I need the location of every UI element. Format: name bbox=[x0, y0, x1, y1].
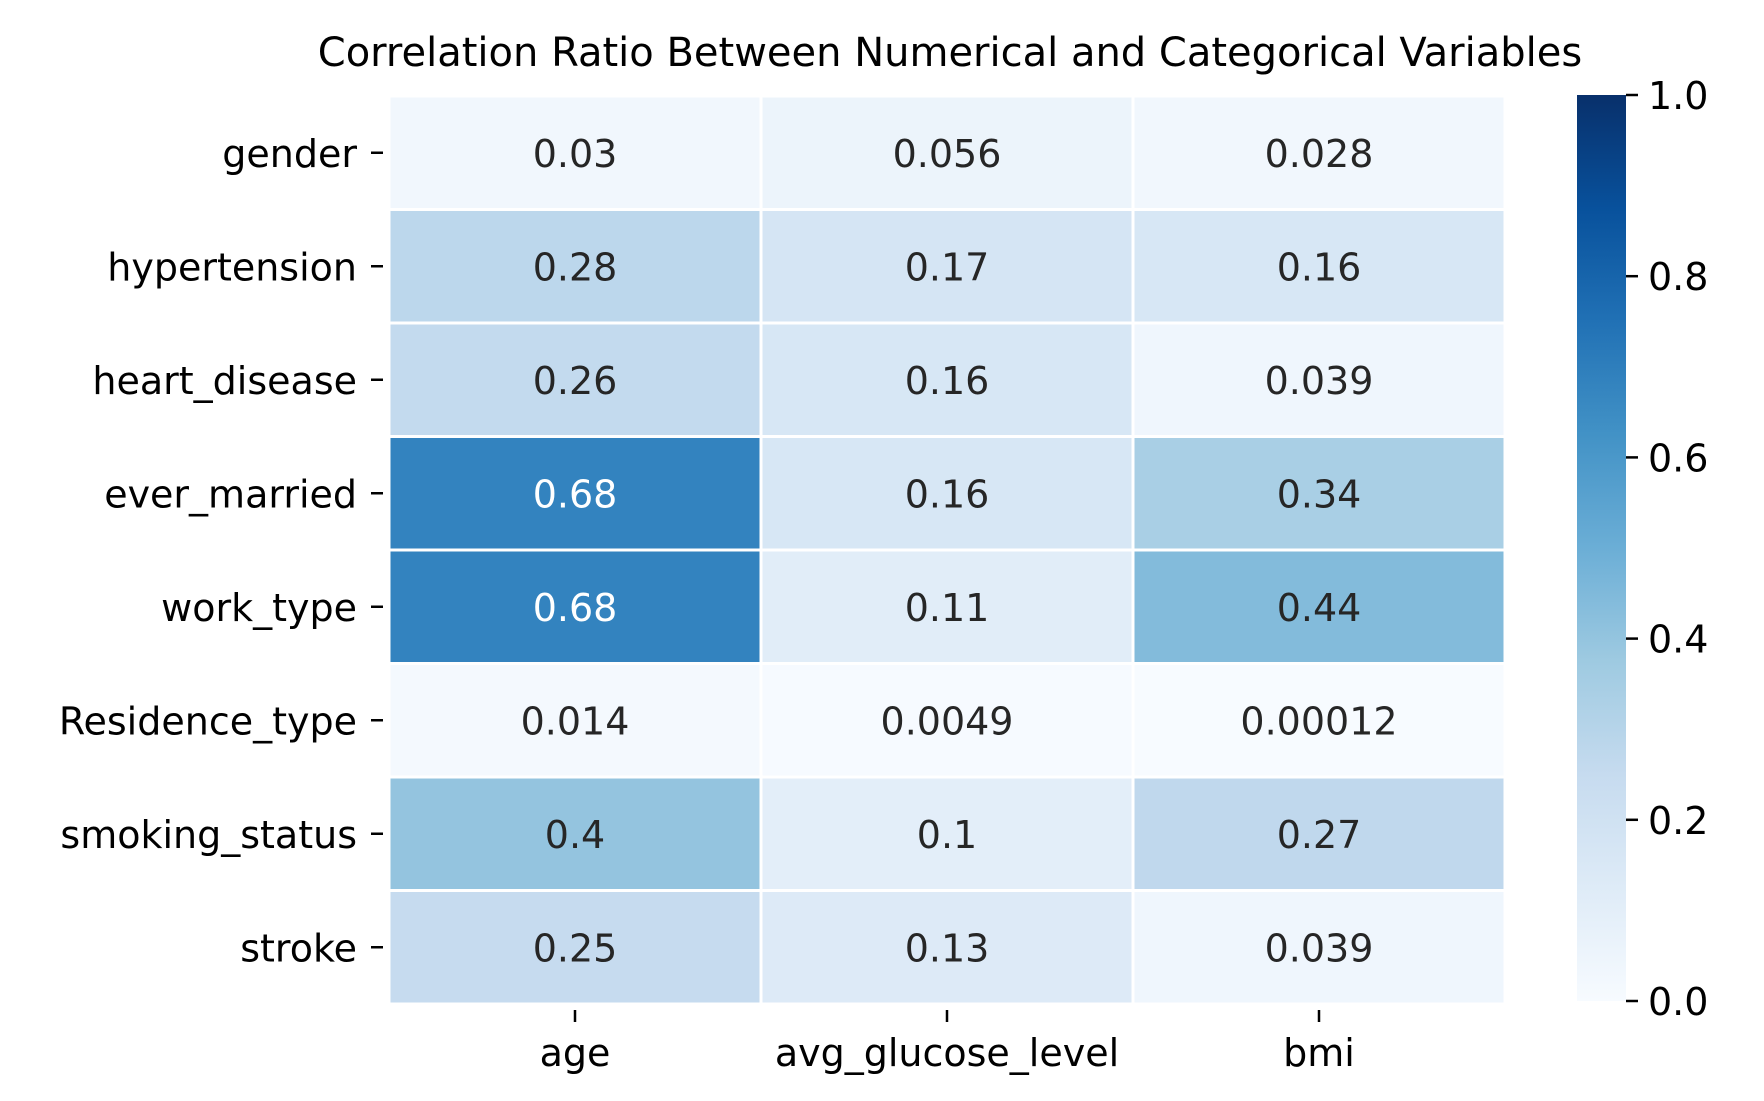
heatmap-cell-labels: 0.03 0.056 0.028 0.28 0.17 0.16 0.26 0.16 0.039 0… bbox=[521, 132, 1398, 971]
heatmap-cell bbox=[759, 548, 1135, 665]
heatmap-cell bbox=[1131, 208, 1507, 325]
heatmap-cell bbox=[759, 775, 1135, 892]
cell-value-label: 0.25 bbox=[533, 926, 618, 970]
chart-title: Correlation Ratio Between Numerical and … bbox=[318, 30, 1582, 76]
cell-value-label: 0.00012 bbox=[1240, 699, 1397, 743]
cell-value-label: 0.11 bbox=[905, 586, 990, 630]
cell-value-label: 0.16 bbox=[1277, 245, 1362, 289]
x-tick-label: bmi bbox=[1283, 1031, 1355, 1075]
heatmap-cell bbox=[1131, 662, 1507, 779]
cell-value-label: 0.1 bbox=[917, 813, 977, 857]
y-tick-label: smoking_status bbox=[60, 813, 357, 857]
cell-value-label: 0.26 bbox=[533, 359, 618, 403]
y-tick-label: ever_married bbox=[104, 472, 357, 516]
heatmap-cell bbox=[759, 662, 1135, 779]
cell-value-label: 0.44 bbox=[1277, 586, 1362, 630]
cell-value-label: 0.014 bbox=[521, 699, 630, 743]
heatmap-cell bbox=[759, 94, 1135, 211]
heatmap-cell bbox=[759, 889, 1135, 1006]
cell-value-label: 0.4 bbox=[545, 813, 605, 857]
colorbar-tick-label: 0.6 bbox=[1648, 436, 1708, 480]
heatmap-cells bbox=[387, 94, 1507, 1006]
cell-value-label: 0.039 bbox=[1265, 926, 1374, 970]
cell-value-label: 0.056 bbox=[893, 132, 1002, 176]
cell-value-label: 0.68 bbox=[533, 472, 618, 516]
y-axis: gender hypertension heart_disease ever_marr… bbox=[59, 132, 383, 970]
y-tick-label: gender bbox=[222, 132, 357, 176]
heatmap-cell bbox=[1131, 435, 1507, 552]
cell-value-label: 0.039 bbox=[1265, 359, 1374, 403]
cell-value-label: 0.16 bbox=[905, 472, 990, 516]
cell-value-label: 0.28 bbox=[533, 245, 618, 289]
heatmap-cell bbox=[387, 435, 763, 552]
heatmap-cell bbox=[759, 321, 1135, 438]
colorbar-gradient bbox=[1577, 95, 1626, 1001]
y-tick-label: hypertension bbox=[107, 245, 357, 289]
x-tick-label: avg_glucose_level bbox=[775, 1031, 1119, 1075]
y-tick-label: heart_disease bbox=[92, 359, 357, 403]
cell-value-label: 0.17 bbox=[905, 245, 990, 289]
colorbar: 0.0 0.2 0.4 0.6 0.8 1.0 bbox=[1577, 74, 1708, 1024]
heatmap-cell bbox=[1131, 775, 1507, 892]
cell-value-label: 0.13 bbox=[905, 926, 990, 970]
cell-value-label: 0.34 bbox=[1277, 472, 1362, 516]
colorbar-tick-label: 0.2 bbox=[1648, 799, 1708, 843]
cell-value-label: 0.16 bbox=[905, 359, 990, 403]
heatmap-cell bbox=[387, 662, 763, 779]
cell-value-label: 0.68 bbox=[533, 586, 618, 630]
x-axis: age avg_glucose_level bmi bbox=[540, 1010, 1355, 1075]
y-tick-label: stroke bbox=[240, 926, 357, 970]
cell-value-label: 0.0049 bbox=[881, 699, 1014, 743]
colorbar-tick-label: 0.4 bbox=[1648, 618, 1708, 662]
heatmap-cell bbox=[1131, 889, 1507, 1006]
cell-value-label: 0.03 bbox=[533, 132, 618, 176]
x-tick-label: age bbox=[540, 1031, 611, 1075]
y-tick-label: Residence_type bbox=[59, 699, 357, 743]
heatmap-cell bbox=[387, 775, 763, 892]
heatmap-cell bbox=[387, 889, 763, 1006]
y-tick-label: work_type bbox=[161, 586, 357, 630]
heatmap-cell bbox=[387, 94, 763, 211]
heatmap-cell bbox=[1131, 94, 1507, 211]
colorbar-tick-label: 0.8 bbox=[1648, 255, 1708, 299]
cell-value-label: 0.028 bbox=[1265, 132, 1374, 176]
colorbar-tick-label: 0.0 bbox=[1648, 980, 1708, 1024]
cell-value-label: 0.27 bbox=[1277, 813, 1362, 857]
colorbar-tick-label: 1.0 bbox=[1648, 74, 1708, 118]
